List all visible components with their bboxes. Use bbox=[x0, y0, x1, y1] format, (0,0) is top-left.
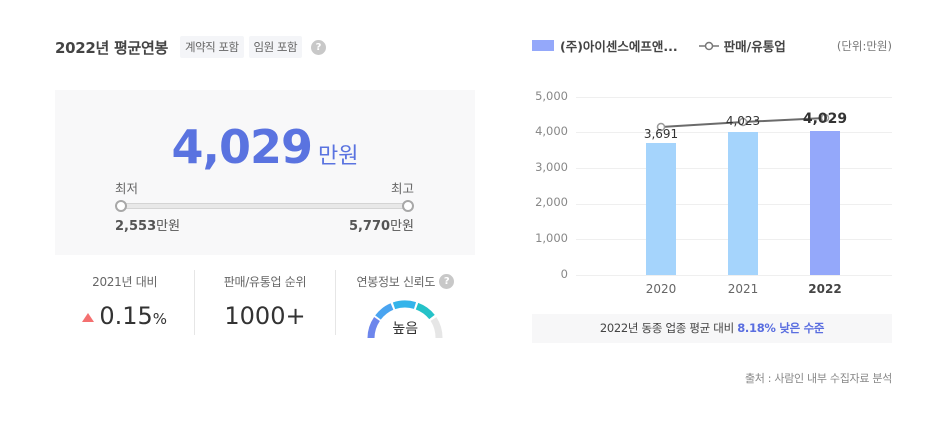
bar-2021 bbox=[728, 132, 758, 275]
stat-industry-rank: 판매/유통업 순위 1000+ bbox=[194, 270, 334, 335]
y-tick: 0 bbox=[560, 267, 568, 281]
salary-range-track bbox=[120, 203, 410, 209]
max-salary-unit: 만원 bbox=[390, 219, 414, 234]
industry-line bbox=[656, 113, 830, 132]
y-tick: 4,000 bbox=[535, 124, 568, 138]
max-salary-value: 5,770 bbox=[348, 219, 391, 234]
title-row: 2022년 평균연봉 계약직 포함 임원 포함 ? bbox=[55, 36, 327, 58]
stat-reliability: 연봉정보 신뢰도 ? 높음 bbox=[334, 270, 475, 339]
bar-2020 bbox=[646, 143, 676, 275]
range-max-knob bbox=[402, 200, 414, 212]
salary-chart: 5,000 4,000 3,000 2,000 1,000 0 3,691 4,… bbox=[532, 80, 892, 305]
stat-value: 1000+ bbox=[224, 302, 306, 330]
help-icon[interactable]: ? bbox=[439, 274, 455, 289]
max-salary: 5,770만원 bbox=[349, 215, 414, 234]
percent-sign: % bbox=[152, 310, 168, 328]
x-tick: 2020 bbox=[645, 282, 677, 296]
average-salary-box: 4,029 만원 최저 최고 2,553만원 5,770만원 bbox=[55, 90, 475, 255]
tag-executive-included: 임원 포함 bbox=[248, 36, 303, 58]
stat-value: 0.15% bbox=[55, 302, 194, 330]
min-salary-unit: 만원 bbox=[156, 219, 181, 234]
average-salary-value: 4,029 bbox=[171, 120, 314, 174]
chart-legend: (주)아이센스에프앤... 판매/유통업 (단위:만원) bbox=[532, 36, 892, 55]
min-salary: 2,553만원 bbox=[115, 215, 180, 234]
reliability-value: 높음 bbox=[392, 321, 419, 337]
help-icon[interactable]: ? bbox=[311, 39, 327, 55]
bar-value-2021: 4,023 bbox=[725, 114, 761, 128]
x-tick: 2022 bbox=[808, 282, 842, 296]
range-min-knob bbox=[115, 200, 127, 212]
legend-company: (주)아이센스에프앤... bbox=[560, 39, 678, 54]
max-label: 최고 bbox=[390, 181, 414, 196]
y-tick: 1,000 bbox=[535, 231, 568, 245]
bar-2022 bbox=[810, 131, 840, 275]
reliability-gauge: 높음 bbox=[365, 298, 445, 340]
industry-comparison: 2022년 동종 업종 평균 대비 8.18% 낮은 수준 bbox=[532, 314, 892, 343]
y-tick: 2,000 bbox=[535, 195, 568, 209]
company-legend-swatch bbox=[532, 40, 554, 51]
min-label: 최저 bbox=[115, 181, 139, 196]
triangle-up-icon bbox=[82, 312, 95, 322]
min-salary-value: 2,553 bbox=[115, 219, 157, 234]
reliability-label: 연봉정보 신뢰도 bbox=[356, 275, 436, 289]
comparison-highlight: 8.18% 낮은 수준 bbox=[737, 321, 825, 335]
legend-industry: 판매/유통업 bbox=[723, 39, 786, 54]
y-tick: 5,000 bbox=[535, 89, 568, 103]
unit-label: (단위:만원) bbox=[836, 38, 892, 53]
bar-value-2020: 3,691 bbox=[643, 127, 679, 141]
gridline bbox=[576, 275, 892, 276]
x-tick: 2021 bbox=[727, 282, 759, 296]
y-tick: 3,000 bbox=[535, 160, 568, 174]
tag-contract-included: 계약직 포함 bbox=[179, 36, 244, 58]
line-marker-icon bbox=[698, 41, 720, 51]
source-note: 출처 : 사람인 내부 수집자료 분석 bbox=[744, 372, 892, 385]
yoy-value: 0.15 bbox=[99, 302, 153, 330]
average-salary: 4,029 만원 bbox=[55, 120, 475, 174]
gauge-arc-icon bbox=[367, 300, 443, 339]
stats-row: 2021년 대비 0.15% 판매/유통업 순위 1000+ 연봉정보 신뢰도 … bbox=[55, 270, 475, 339]
stat-label: 2021년 대비 bbox=[92, 275, 158, 289]
comparison-text: 2022년 동종 업종 평균 대비 bbox=[599, 321, 738, 335]
stat-label: 연봉정보 신뢰도 ? bbox=[336, 273, 475, 290]
average-salary-unit: 만원 bbox=[318, 144, 359, 169]
bar-value-2022: 4,029 bbox=[802, 111, 848, 127]
page-title: 2022년 평균연봉 bbox=[55, 38, 168, 57]
gridline bbox=[576, 97, 892, 98]
stat-yoy-change: 2021년 대비 0.15% bbox=[55, 270, 194, 335]
stat-label: 판매/유통업 순위 bbox=[223, 275, 307, 289]
